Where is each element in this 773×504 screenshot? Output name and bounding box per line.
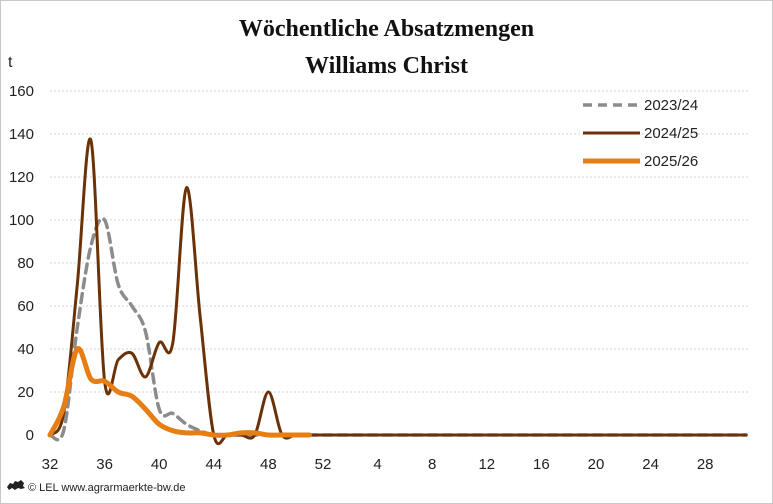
y-tick-label: 0 <box>26 427 34 444</box>
y-tick-label: 140 <box>9 126 34 143</box>
y-axis-label: t <box>8 54 13 71</box>
x-tick-label: 20 <box>588 456 605 473</box>
x-tick-label: 52 <box>315 456 332 473</box>
x-tick-label: 48 <box>260 456 277 473</box>
x-tick-label: 36 <box>96 456 113 473</box>
x-tick-label: 32 <box>42 456 59 473</box>
footer-credit: © LEL www.agrarmaerkte-bw.de <box>28 482 186 494</box>
chart-title: Wöchentliche Absatzmengen <box>238 16 535 42</box>
series-line-2025-26 <box>47 346 312 438</box>
y-tick-label: 60 <box>17 298 34 315</box>
y-tick-label: 160 <box>9 83 34 100</box>
series-line-2024-25 <box>48 137 748 446</box>
legend-label: 2023/24 <box>644 97 698 114</box>
x-tick-label: 4 <box>373 456 381 473</box>
x-tick-label: 16 <box>533 456 550 473</box>
y-tick-label: 100 <box>9 212 34 229</box>
x-tick-label: 28 <box>697 456 714 473</box>
series-line-2023-24 <box>48 216 748 442</box>
y-tick-label: 40 <box>17 341 34 358</box>
x-tick-label: 8 <box>428 456 436 473</box>
x-tick-label: 24 <box>642 456 659 473</box>
lel-logo-icon <box>7 480 25 490</box>
x-tick-label: 12 <box>478 456 495 473</box>
y-tick-label: 20 <box>17 384 34 401</box>
chart-subtitle: Williams Christ <box>305 53 468 79</box>
legend-label: 2024/25 <box>644 125 698 142</box>
legend-label: 2025/26 <box>644 153 698 170</box>
x-tick-label: 44 <box>205 456 222 473</box>
x-tick-label: 40 <box>151 456 168 473</box>
y-tick-label: 120 <box>9 169 34 186</box>
y-tick-label: 80 <box>17 255 34 272</box>
